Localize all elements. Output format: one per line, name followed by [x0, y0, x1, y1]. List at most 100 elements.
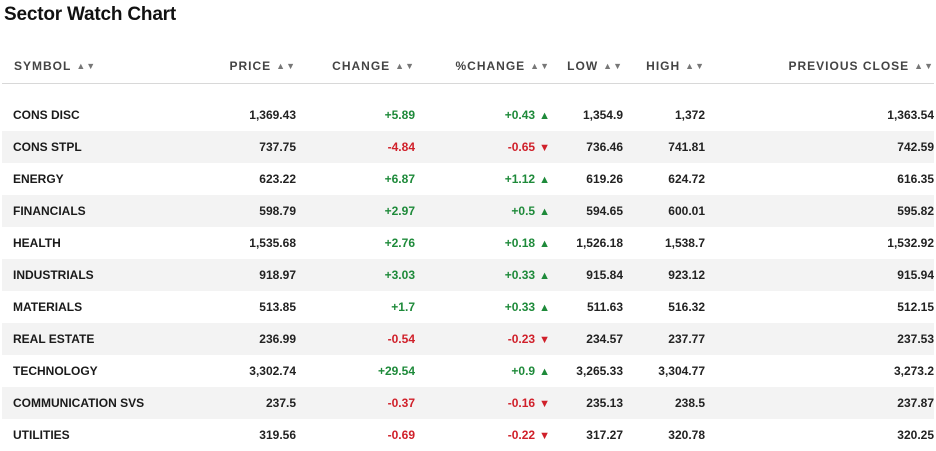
- column-header-low[interactable]: LOW ▲▼: [550, 49, 623, 83]
- triangle-down-icon: ▼: [539, 430, 550, 442]
- symbol-cell[interactable]: MATERIALS: [2, 291, 202, 323]
- triangle-up-icon: ▲: [539, 302, 550, 314]
- price-cell-value: 1,535.68: [249, 236, 296, 250]
- symbol-cell[interactable]: INDUSTRIALS: [2, 259, 202, 291]
- low-cell-value: 317.27: [586, 428, 623, 442]
- price-cell: 598.79: [202, 195, 296, 227]
- low-cell: 3,265.33: [550, 355, 623, 387]
- table-row[interactable]: UTILITIES 319.56 -0.69 -0.22 ▼ 317.27 320.78 32…: [2, 419, 934, 451]
- column-header-high[interactable]: HIGH ▲▼: [623, 49, 705, 83]
- previous-close-cell-value: 237.53: [897, 332, 934, 346]
- symbol-cell-value: REAL ESTATE: [13, 332, 95, 346]
- pct-change-cell: +1.12 ▲: [415, 163, 550, 195]
- high-cell-value: 237.77: [668, 332, 705, 346]
- low-cell-value: 1,526.18: [576, 236, 623, 250]
- column-header-price[interactable]: PRICE ▲▼: [202, 49, 296, 83]
- column-header-label: %CHANGE: [455, 58, 526, 73]
- sort-arrows-icon: ▲▼: [395, 60, 415, 71]
- symbol-cell[interactable]: COMMUNICATION SVS: [2, 387, 202, 419]
- low-cell-value: 511.63: [586, 300, 623, 314]
- symbol-cell[interactable]: ENERGY: [2, 163, 202, 195]
- symbol-cell[interactable]: TECHNOLOGY: [2, 355, 202, 387]
- symbol-cell[interactable]: UTILITIES: [2, 419, 202, 451]
- pct-change-cell: +0.33 ▲: [415, 259, 550, 291]
- triangle-up-icon: ▲: [539, 270, 550, 282]
- symbol-cell[interactable]: CONS DISC: [2, 99, 202, 131]
- pct-change-cell: +0.5 ▲: [415, 195, 550, 227]
- pct-change-cell: +0.9 ▲: [415, 355, 550, 387]
- pct-change-cell: +0.43 ▲: [415, 99, 550, 131]
- high-cell: 3,304.77: [623, 355, 705, 387]
- low-cell: 619.26: [550, 163, 623, 195]
- column-header-change[interactable]: CHANGE ▲▼: [296, 49, 415, 83]
- previous-close-cell: 320.25: [705, 419, 934, 451]
- change-cell-value: -0.69: [387, 428, 415, 442]
- previous-close-cell-value: 616.35: [897, 172, 934, 186]
- table-row[interactable]: CONS STPL 737.75 -4.84 -0.65 ▼ 736.46 741.81 74…: [2, 131, 934, 163]
- table-row[interactable]: MATERIALS 513.85 +1.7 +0.33 ▲ 511.63 516.32 512…: [2, 291, 934, 323]
- symbol-cell-value: CONS STPL: [13, 140, 82, 154]
- change-cell: -0.54: [296, 323, 415, 355]
- symbol-cell[interactable]: CONS STPL: [2, 131, 202, 163]
- high-cell: 741.81: [623, 131, 705, 163]
- price-cell-value: 3,302.74: [249, 364, 296, 378]
- table-row[interactable]: ENERGY 623.22 +6.87 +1.12 ▲ 619.26 624.72 616.3…: [2, 163, 934, 195]
- high-cell: 320.78: [623, 419, 705, 451]
- column-header-pct-change[interactable]: %CHANGE ▲▼: [415, 49, 550, 83]
- table-row[interactable]: CONS DISC 1,369.43 +5.89 +0.43 ▲ 1,354.9 1,372…: [2, 99, 934, 131]
- change-cell: -0.69: [296, 419, 415, 451]
- low-cell: 1,354.9: [550, 99, 623, 131]
- symbol-cell[interactable]: REAL ESTATE: [2, 323, 202, 355]
- price-cell-value: 598.79: [259, 204, 296, 218]
- column-header-previous-close[interactable]: PREVIOUS CLOSE ▲▼: [705, 49, 934, 83]
- previous-close-cell-value: 1,363.54: [887, 108, 934, 122]
- change-cell-value: -4.84: [387, 140, 415, 154]
- table-row[interactable]: FINANCIALS 598.79 +2.97 +0.5 ▲ 594.65 600.01 59…: [2, 195, 934, 227]
- price-cell: 1,369.43: [202, 99, 296, 131]
- table-row[interactable]: REAL ESTATE 236.99 -0.54 -0.23 ▼ 234.57 237.77…: [2, 323, 934, 355]
- table-row[interactable]: COMMUNICATION SVS 237.5 -0.37 -0.16 ▼ 235.13 2…: [2, 387, 934, 419]
- change-cell-value: -0.54: [387, 332, 415, 346]
- pct-change-cell: -0.22 ▼: [415, 419, 550, 451]
- change-cell-value: +1.7: [391, 300, 415, 314]
- symbol-cell-value: CONS DISC: [13, 108, 80, 122]
- pct-change-cell-value: +0.33: [504, 300, 536, 314]
- symbol-cell[interactable]: FINANCIALS: [2, 195, 202, 227]
- price-cell-value: 918.97: [259, 268, 296, 282]
- change-cell-value: +29.54: [377, 364, 415, 378]
- sort-arrows-icon: ▲▼: [276, 60, 296, 71]
- symbol-cell[interactable]: HEALTH: [2, 227, 202, 259]
- high-cell-value: 516.32: [668, 300, 705, 314]
- price-cell: 737.75: [202, 131, 296, 163]
- change-cell: -0.37: [296, 387, 415, 419]
- low-cell: 235.13: [550, 387, 623, 419]
- pct-change-cell-value: -0.23: [507, 332, 536, 346]
- low-cell-value: 915.84: [586, 268, 623, 282]
- symbol-cell-value: TECHNOLOGY: [13, 364, 98, 378]
- table-row[interactable]: INDUSTRIALS 918.97 +3.03 +0.33 ▲ 915.84 923.12…: [2, 259, 934, 291]
- high-cell: 1,372: [623, 99, 705, 131]
- table-row[interactable]: HEALTH 1,535.68 +2.76 +0.18 ▲ 1,526.18 1,538.7…: [2, 227, 934, 259]
- pct-change-cell: -0.16 ▼: [415, 387, 550, 419]
- price-cell: 623.22: [202, 163, 296, 195]
- change-cell: +6.87: [296, 163, 415, 195]
- sort-arrows-icon: ▲▼: [530, 60, 550, 71]
- change-cell: +29.54: [296, 355, 415, 387]
- high-cell: 237.77: [623, 323, 705, 355]
- low-cell-value: 736.46: [586, 140, 623, 154]
- price-cell: 918.97: [202, 259, 296, 291]
- low-cell: 511.63: [550, 291, 623, 323]
- price-cell: 513.85: [202, 291, 296, 323]
- column-header-symbol[interactable]: SYMBOL ▲▼: [2, 49, 202, 83]
- previous-close-cell: 1,363.54: [705, 99, 934, 131]
- low-cell-value: 1,354.9: [582, 108, 623, 122]
- previous-close-cell-value: 237.87: [897, 396, 934, 410]
- change-cell: +5.89: [296, 99, 415, 131]
- price-cell: 3,302.74: [202, 355, 296, 387]
- table-row[interactable]: TECHNOLOGY 3,302.74 +29.54 +0.9 ▲ 3,265.33 3,3…: [2, 355, 934, 387]
- symbol-cell-value: MATERIALS: [13, 300, 83, 314]
- page-title: Sector Watch Chart: [4, 4, 177, 25]
- high-cell-value: 923.12: [668, 268, 705, 282]
- column-header-label: HIGH: [646, 58, 681, 73]
- triangle-up-icon: ▲: [539, 366, 550, 378]
